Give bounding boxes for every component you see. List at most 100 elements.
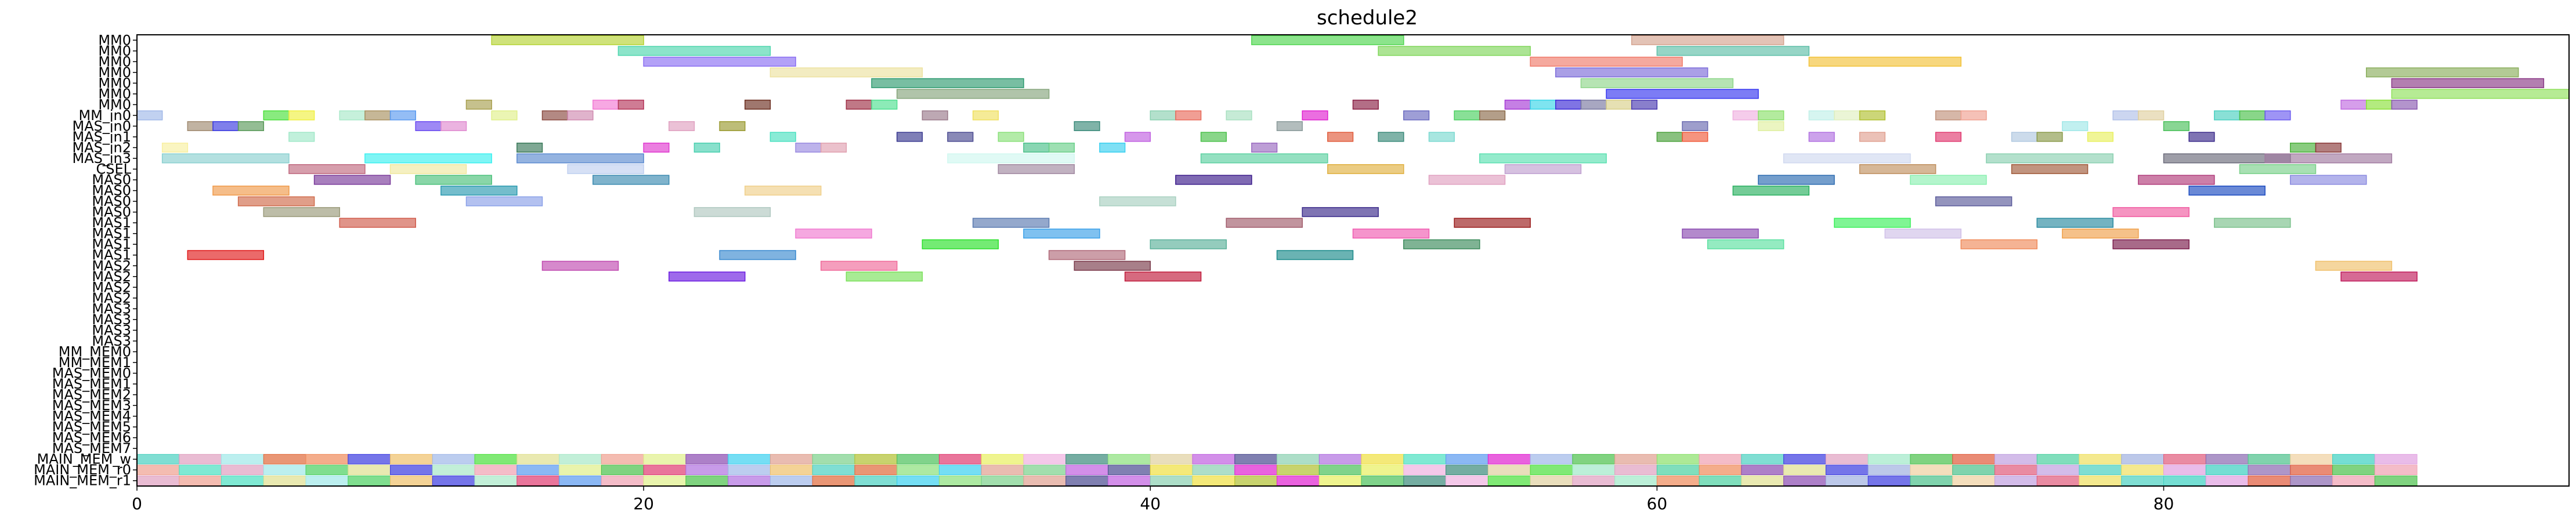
y-tick-label: MAS3 xyxy=(92,300,131,317)
task-bar xyxy=(643,142,670,153)
x-tick-label: 80 xyxy=(2154,494,2174,513)
memory-bar xyxy=(1318,475,1362,486)
memory-bar xyxy=(1614,454,1657,465)
memory-bar xyxy=(2163,454,2206,465)
task-bar xyxy=(465,99,492,110)
task-bar xyxy=(2112,207,2190,217)
task-bar xyxy=(1200,153,1328,164)
y-tick-label: MAS_in0 xyxy=(72,118,131,134)
task-bar xyxy=(1403,110,1430,121)
task-bar xyxy=(1631,35,1784,45)
task-bar xyxy=(237,121,265,131)
y-tick-label: MAS_MEM7 xyxy=(52,440,131,456)
task-bar xyxy=(669,271,746,282)
task-bar xyxy=(339,217,416,228)
task-bar xyxy=(896,89,1050,99)
task-bar xyxy=(2391,78,2545,88)
memory-bar xyxy=(685,454,729,465)
memory-bar xyxy=(1910,475,1953,486)
task-bar xyxy=(1504,164,1582,175)
memory-bar xyxy=(348,465,391,476)
task-bar xyxy=(693,142,720,153)
memory-bar xyxy=(1192,475,1235,486)
task-bar xyxy=(1986,153,2113,164)
memory-bar xyxy=(938,465,982,476)
memory-bar xyxy=(1867,465,1911,476)
y-tick-label: MAS1 xyxy=(92,236,131,252)
memory-bar xyxy=(1403,475,1447,486)
y-tick-label: MAS1 xyxy=(92,226,131,242)
task-bar xyxy=(2036,132,2063,142)
memory-bar xyxy=(432,475,475,486)
memory-bar xyxy=(1783,465,1826,476)
memory-bar xyxy=(179,465,222,476)
task-bar xyxy=(1048,142,1075,153)
task-bar xyxy=(1150,239,1227,249)
task-bar xyxy=(2239,164,2317,175)
memory-bar xyxy=(938,475,982,486)
memory-bar xyxy=(136,475,180,486)
task-bar xyxy=(136,110,163,121)
task-bar xyxy=(871,78,1024,88)
memory-bar xyxy=(1656,454,1700,465)
task-bar xyxy=(592,175,670,185)
task-bar xyxy=(364,153,492,164)
task-bar xyxy=(1276,121,1303,131)
y-tick-label: MAS0 xyxy=(92,193,131,209)
memory-bar xyxy=(2121,454,2164,465)
task-bar xyxy=(1428,175,1506,185)
memory-bar xyxy=(2036,465,2080,476)
task-bar xyxy=(237,196,315,206)
memory-bar xyxy=(1614,475,1657,486)
memory-bar xyxy=(1741,465,1784,476)
task-bar xyxy=(2062,229,2139,239)
task-bar xyxy=(2264,110,2291,121)
memory-bar xyxy=(812,454,855,465)
y-tick-label: MAS2 xyxy=(92,290,131,306)
task-bar xyxy=(1327,164,1404,175)
memory-bar xyxy=(1741,475,1784,486)
task-bar xyxy=(922,110,948,121)
task-bar xyxy=(465,196,543,206)
task-bar xyxy=(1150,110,1176,121)
memory-bar xyxy=(685,475,729,486)
task-bar xyxy=(1479,153,1607,164)
task-bar xyxy=(2214,110,2241,121)
memory-bar xyxy=(2374,465,2418,476)
y-tick-label: MAS2 xyxy=(92,279,131,295)
memory-bar xyxy=(474,454,518,465)
task-bar xyxy=(2391,89,2570,99)
x-tick-label: 0 xyxy=(132,494,142,513)
task-bar xyxy=(2340,271,2418,282)
y-tick-label: MAS_MEM0 xyxy=(52,365,131,382)
task-bar xyxy=(1555,67,1708,78)
memory-bar xyxy=(2290,465,2333,476)
memory-bar xyxy=(179,475,222,486)
memory-bar xyxy=(769,465,813,476)
memory-bar xyxy=(769,454,813,465)
task-bar xyxy=(1758,110,1784,121)
memory-bar xyxy=(897,454,940,465)
task-bar xyxy=(212,186,290,196)
memory-bar xyxy=(769,475,813,486)
memory-bar xyxy=(2374,475,2418,486)
task-bar xyxy=(2214,217,2291,228)
y-tick-label: MM0 xyxy=(98,96,131,113)
task-bar xyxy=(669,121,695,131)
memory-bar xyxy=(1234,465,1278,476)
task-bar xyxy=(1910,175,1987,185)
task-bar xyxy=(2290,175,2367,185)
task-bar xyxy=(1403,239,1480,249)
memory-bar xyxy=(1572,465,1616,476)
memory-bar xyxy=(2248,475,2291,486)
memory-bar xyxy=(348,454,391,465)
memory-bar xyxy=(559,475,602,486)
memory-bar xyxy=(685,465,729,476)
task-bar xyxy=(1859,164,1936,175)
task-bar xyxy=(1479,110,1506,121)
memory-bar xyxy=(1065,465,1108,476)
task-bar xyxy=(1251,35,1404,45)
task-bar xyxy=(1530,99,1556,110)
memory-bar xyxy=(1867,475,1911,486)
y-tick-label: MAS_MEM4 xyxy=(52,408,131,425)
